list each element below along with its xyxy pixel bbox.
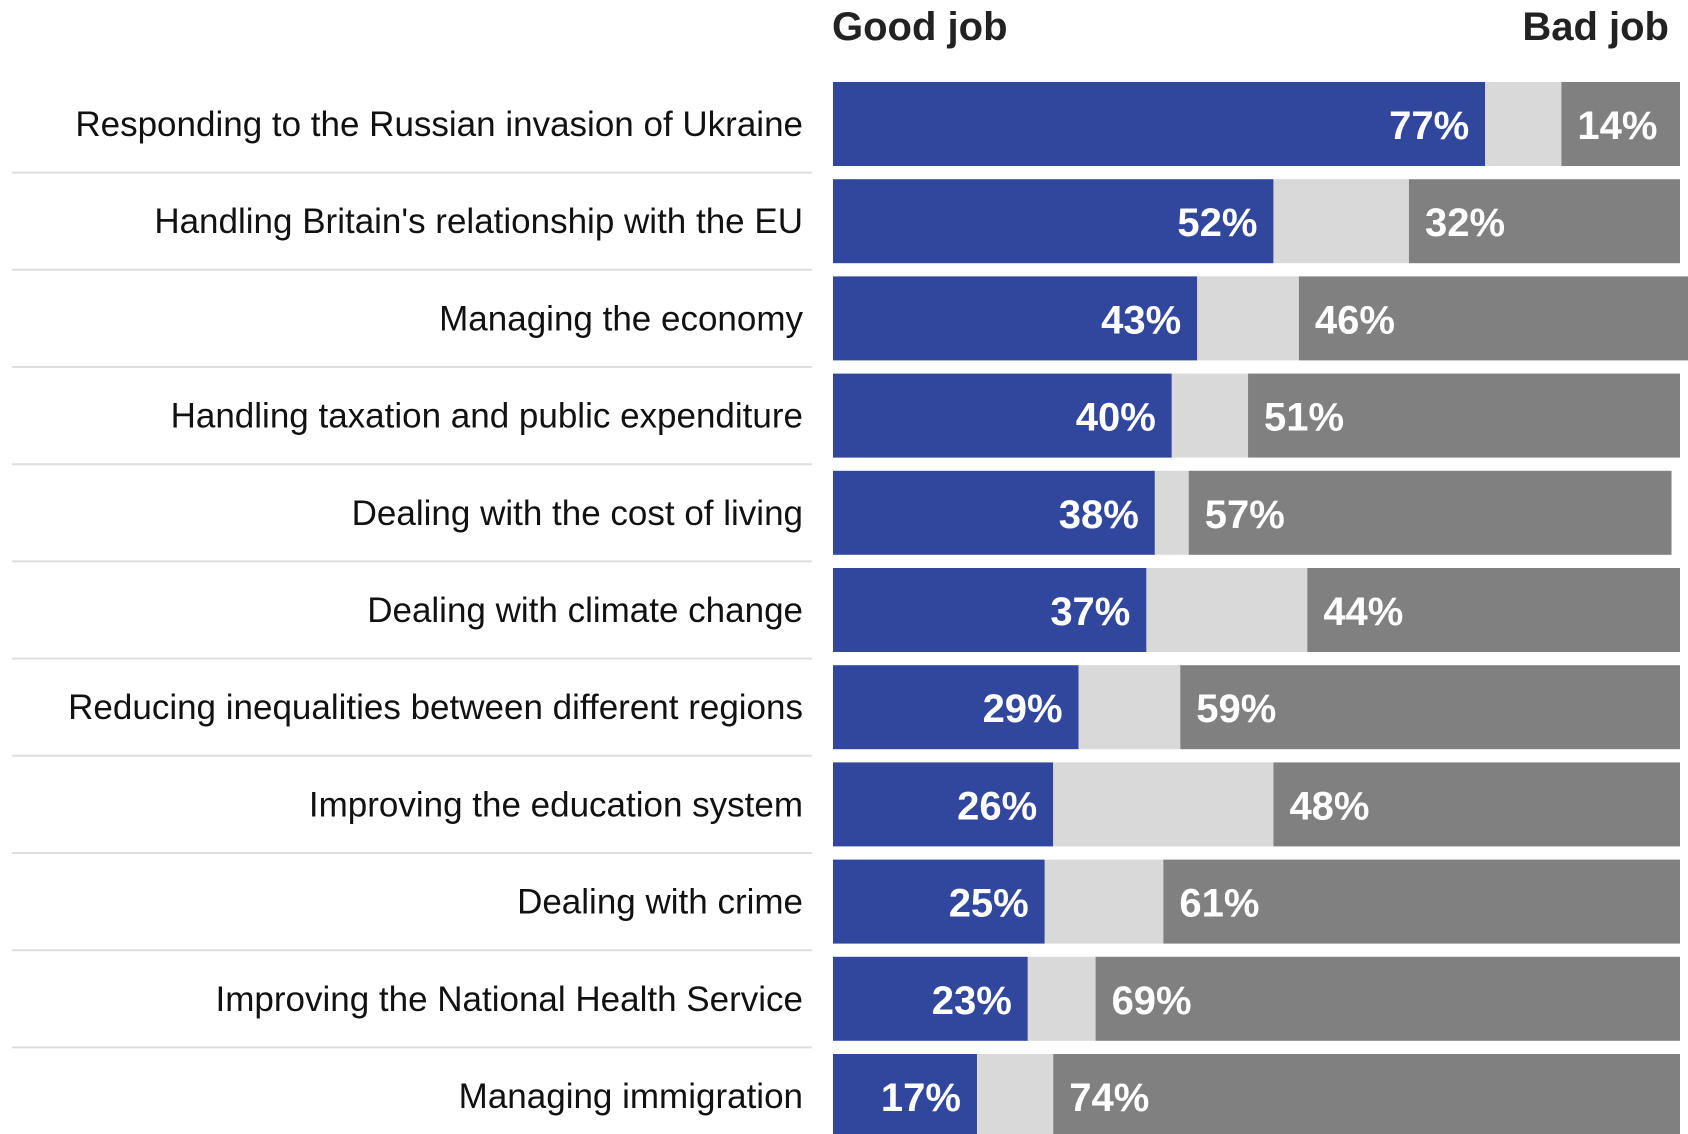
good-job-value-label: 38% <box>1059 493 1139 537</box>
bad-job-value-label: 46% <box>1315 298 1395 342</box>
neutral-bar <box>1027 956 1096 1041</box>
category-label: Handling taxation and public expenditure <box>171 397 803 436</box>
category-label: Dealing with climate change <box>367 591 803 630</box>
bad-job-bar <box>1180 665 1680 750</box>
good-job-value-label: 17% <box>881 1076 961 1120</box>
neutral-bar <box>1078 665 1181 750</box>
good-job-value-label: 37% <box>1050 590 1130 634</box>
bad-job-bar <box>1095 956 1680 1041</box>
category-label: Managing immigration <box>459 1077 803 1116</box>
neutral-bar <box>1053 762 1274 847</box>
bad-job-bar <box>1561 82 1680 166</box>
good-job-value-label: 52% <box>1177 201 1257 245</box>
good-job-bar <box>833 762 1054 847</box>
bad-job-bar <box>1053 1054 1680 1134</box>
good-job-bar <box>833 665 1079 750</box>
bad-job-bar <box>1188 470 1672 555</box>
bad-job-value-label: 61% <box>1179 882 1259 926</box>
bad-job-value-label: 48% <box>1289 784 1369 828</box>
neutral-bar <box>1273 179 1409 264</box>
category-label: Reducing inequalities between different … <box>68 688 803 727</box>
bad-job-value-label: 51% <box>1264 396 1344 440</box>
good-job-value-label: 77% <box>1389 104 1469 148</box>
category-label: Improving the National Health Service <box>215 980 803 1019</box>
good-job-bar <box>833 568 1147 652</box>
category-label: Responding to the Russian invasion of Uk… <box>75 105 803 144</box>
good-job-bar <box>833 276 1198 361</box>
good-job-value-label: 29% <box>983 687 1063 731</box>
bad-job-value-label: 69% <box>1112 979 1192 1023</box>
category-label: Dealing with the cost of living <box>352 494 803 533</box>
good-job-bar <box>833 82 1486 166</box>
neutral-bar <box>1146 568 1308 652</box>
bad-job-value-label: 32% <box>1425 201 1505 245</box>
bad-job-value-label: 74% <box>1069 1076 1149 1120</box>
category-label: Handling Britain's relationship with the… <box>154 202 803 241</box>
bad-job-bar <box>1408 179 1680 264</box>
good-job-bar <box>833 179 1274 264</box>
chart-rows: Responding to the Russian invasion of Uk… <box>12 82 1688 1134</box>
category-label: Managing the economy <box>439 299 803 338</box>
bad-job-value-label: 57% <box>1205 493 1285 537</box>
bad-job-value-label: 14% <box>1577 104 1657 148</box>
bad-job-value-label: 44% <box>1323 590 1403 634</box>
bad-job-bar <box>1163 859 1680 944</box>
good-job-bar <box>833 956 1028 1041</box>
neutral-bar <box>1197 276 1299 361</box>
neutral-bar <box>1044 859 1164 944</box>
bad-job-value-label: 59% <box>1196 687 1276 731</box>
good-job-value-label: 26% <box>957 784 1037 828</box>
good-job-value-label: 43% <box>1101 298 1181 342</box>
good-job-value-label: 40% <box>1076 396 1156 440</box>
category-label: Dealing with crime <box>517 883 803 922</box>
bad-job-bar <box>1273 762 1680 847</box>
bad-job-bar <box>1298 276 1688 361</box>
good-job-bar <box>833 1054 977 1134</box>
neutral-bar <box>1171 373 1249 458</box>
neutral-bar <box>976 1054 1054 1134</box>
good-job-bar <box>833 859 1045 944</box>
category-label: Improving the education system <box>309 785 803 824</box>
header-bad-job: Bad job <box>1522 5 1669 49</box>
bad-job-bar <box>1248 373 1680 458</box>
neutral-bar <box>1154 470 1189 555</box>
good-job-bar <box>833 470 1155 555</box>
good-job-bar <box>833 373 1172 458</box>
header-good-job: Good job <box>832 5 1008 49</box>
good-job-value-label: 25% <box>949 882 1029 926</box>
good-job-value-label: 23% <box>932 979 1012 1023</box>
bad-job-bar <box>1307 568 1680 652</box>
neutral-bar <box>1485 82 1562 166</box>
